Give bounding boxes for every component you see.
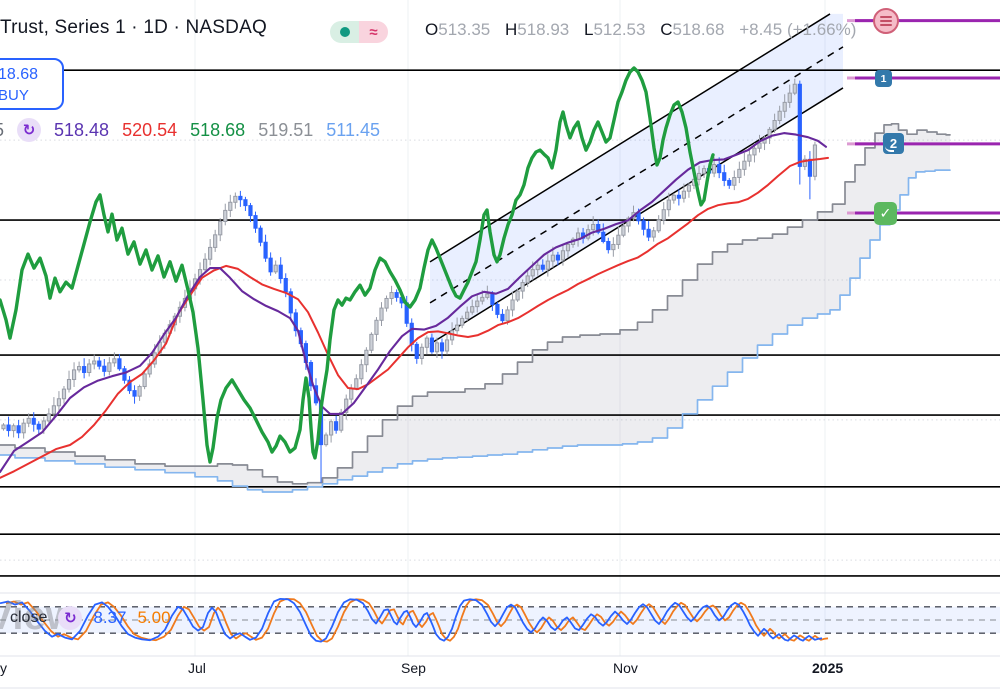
stoch-d-value: 5.00	[137, 608, 171, 627]
stoch-indicator-row[interactable]: close ↻ 8.37 5.00	[10, 606, 171, 630]
indicator-value-3: 519.51	[258, 119, 314, 140]
refresh-icon[interactable]: ↻	[58, 606, 83, 630]
axis-label-Nov[interactable]: Nov	[613, 660, 638, 676]
axis-label-y[interactable]: y	[0, 660, 7, 676]
indicator-value-4: 511.45	[326, 119, 380, 140]
symbol-title[interactable]: Trust, Series 1 · 1D · NASDAQ	[0, 17, 267, 38]
indicator-name-fragment: 5	[0, 120, 4, 141]
axis-label-Sep[interactable]: Sep	[401, 660, 426, 676]
buy-signal-badge[interactable]: 18.68 BUY	[0, 58, 64, 110]
indicator-value-0: 518.48	[54, 119, 110, 140]
position-badge-2[interactable]: 2	[883, 133, 904, 154]
indicator-values-row[interactable]: 5 ↻ 518.48 520.54 518.68 519.51 511.45	[0, 118, 380, 142]
alert-menu-icon[interactable]	[873, 8, 899, 34]
high-value: 518.93	[517, 20, 570, 39]
stoch-k-value: 8.37	[93, 608, 127, 627]
low-label: L	[583, 20, 594, 39]
delayed-data-icon: ≈	[359, 21, 388, 43]
stoch-label: close	[10, 609, 48, 626]
low-value: 512.53	[593, 20, 646, 39]
open-value: 513.35	[438, 20, 491, 39]
signal-action: BUY	[0, 87, 29, 104]
axis-label-2025[interactable]: 2025	[812, 660, 844, 676]
high-label: H	[504, 20, 518, 39]
symbol-status-pill[interactable]: ≈	[330, 21, 388, 43]
indicator-value-1: 520.54	[122, 119, 178, 140]
axis-label-Jul[interactable]: Jul	[188, 660, 206, 676]
open-label: O	[425, 20, 439, 39]
change-value: +8.45 (+1.66%)	[739, 20, 857, 39]
ohlc-row: O513.35 H518.93 L512.53 C518.68 +8.45 (+…	[425, 20, 856, 40]
indicator-value-2: 518.68	[190, 119, 246, 140]
close-label: C	[660, 20, 673, 39]
position-badge-1[interactable]: 1	[875, 70, 892, 87]
close-value: 518.68	[672, 20, 725, 39]
market-status-icon	[330, 21, 359, 43]
signal-price: 18.68	[0, 66, 39, 83]
confirmed-check-icon[interactable]: ✓	[874, 202, 897, 225]
refresh-icon[interactable]: ↻	[17, 118, 42, 142]
indicator-values: 518.48 520.54 518.68 519.51 511.45	[54, 120, 380, 141]
